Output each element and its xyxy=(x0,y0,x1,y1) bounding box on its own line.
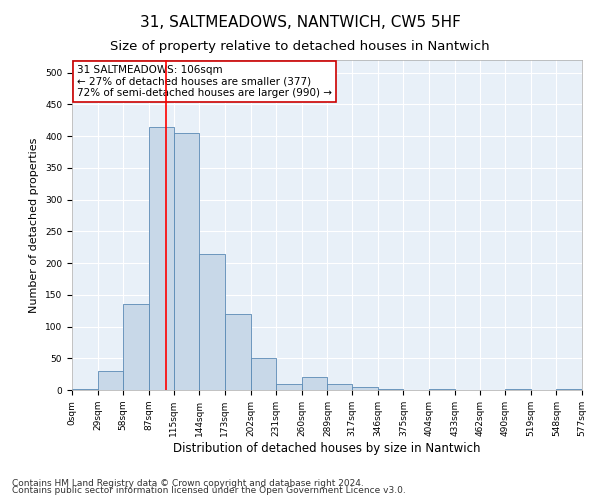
Bar xyxy=(352,387,378,390)
Y-axis label: Number of detached properties: Number of detached properties xyxy=(29,138,40,312)
Text: Size of property relative to detached houses in Nantwich: Size of property relative to detached ho… xyxy=(110,40,490,53)
Bar xyxy=(199,254,225,390)
Bar xyxy=(149,126,173,390)
Bar xyxy=(302,378,328,390)
Bar xyxy=(251,358,276,390)
Bar xyxy=(225,314,251,390)
Text: 31 SALTMEADOWS: 106sqm
← 27% of detached houses are smaller (377)
72% of semi-de: 31 SALTMEADOWS: 106sqm ← 27% of detached… xyxy=(77,65,332,98)
Text: Contains HM Land Registry data © Crown copyright and database right 2024.: Contains HM Land Registry data © Crown c… xyxy=(12,478,364,488)
X-axis label: Distribution of detached houses by size in Nantwich: Distribution of detached houses by size … xyxy=(173,442,481,454)
Text: 31, SALTMEADOWS, NANTWICH, CW5 5HF: 31, SALTMEADOWS, NANTWICH, CW5 5HF xyxy=(140,15,460,30)
Bar xyxy=(98,371,123,390)
Bar xyxy=(123,304,149,390)
Bar xyxy=(276,384,302,390)
Bar xyxy=(328,384,352,390)
Bar xyxy=(173,133,199,390)
Text: Contains public sector information licensed under the Open Government Licence v3: Contains public sector information licen… xyxy=(12,486,406,495)
Bar xyxy=(72,388,98,390)
